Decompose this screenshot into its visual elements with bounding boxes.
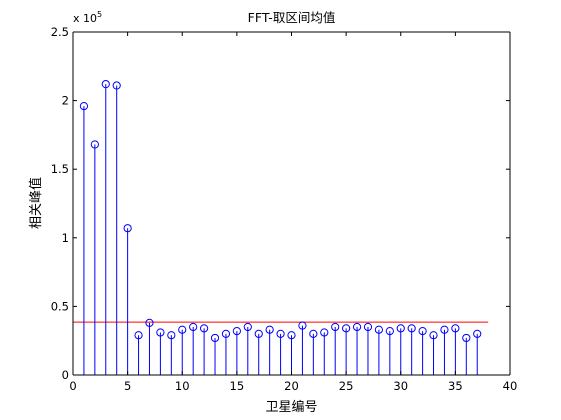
stem-marker [407,324,416,333]
stem-marker [254,329,263,338]
x-ticks-layer: 0 5 10 15 20 25 30 35 40 [69,32,517,393]
stem-marker [243,322,252,332]
stem-marker [178,325,187,334]
y-axis-multiplier-exponent: 5 [97,10,102,19]
y-axis-multiplier: x 105 [73,10,102,25]
stem-marker [79,101,89,111]
y-axis-multiplier-base: x 10 [73,12,97,25]
stem-marker [156,328,165,337]
x-tick-label: 5 [124,379,131,393]
stem-marker [265,325,274,334]
stem-marker [320,328,329,337]
stem-marker [200,324,209,333]
stem-marker [298,321,307,330]
y-ticks-layer: 0 0.5 1 1.5 2 2.5 [51,25,510,382]
stem-marker [232,326,241,336]
stem-marker [363,322,373,332]
stem-marker [374,325,383,334]
x-tick-label: 15 [230,379,245,393]
x-tick-label: 10 [175,379,190,393]
stem-marker [112,81,121,90]
stem-marker [462,333,471,343]
stem-marker [331,322,340,332]
y-tick-label: 1.5 [51,162,69,176]
stem-marker [287,331,296,340]
x-tick-label: 20 [284,379,299,393]
x-axis-label: 卫星编号 [265,400,317,415]
stem-marker [189,322,198,332]
stem-marker [123,224,132,233]
x-tick-label: 30 [393,379,408,393]
y-tick-label: 2 [62,94,69,108]
y-tick-label: 0.5 [51,299,69,313]
stem-marker [429,331,438,340]
x-tick-label: 40 [503,379,518,393]
stems-layer [79,80,482,375]
stem-marker [342,324,351,333]
x-tick-label: 0 [69,379,76,393]
y-axis-label: 相关峰值 [28,177,44,229]
stem-marker [451,324,460,333]
stem-marker [473,329,482,338]
stem-marker [101,80,110,89]
stem-marker [134,331,143,340]
y-tick-label: 0 [62,368,69,382]
stem-marker [309,329,318,338]
stem-marker [440,325,449,334]
stem-marker [396,324,405,333]
x-tick-label: 35 [448,379,463,393]
plot-area [73,32,510,375]
stem-marker [210,333,220,343]
stem-marker [221,329,231,338]
y-tick-label: 1 [62,231,69,245]
stem-marker [352,322,362,332]
stem-marker [167,331,176,340]
stem-marker [418,326,427,336]
stem-marker [145,318,154,327]
stem-marker [90,140,99,149]
x-tick-label: 25 [339,379,354,393]
stem-marker [385,326,394,336]
stem-marker [276,329,285,338]
y-tick-label: 2.5 [51,25,69,39]
chart-title: FFT-取区间均值 [248,10,336,25]
